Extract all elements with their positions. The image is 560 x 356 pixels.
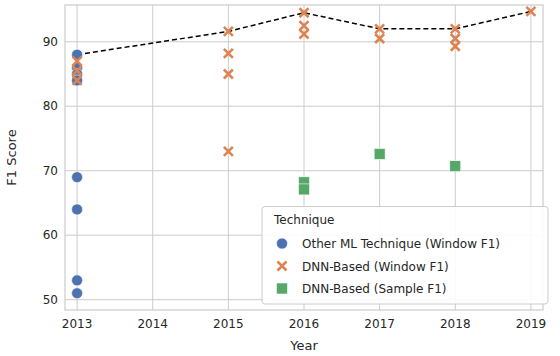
y-tick-label: 80 [43,99,58,113]
x-grid [228,5,229,310]
legend-label: DNN-Based (Sample F1) [302,282,446,296]
legend-marker [277,283,288,294]
x-axis-label: Year [289,338,318,353]
point [73,57,82,66]
point [375,24,384,33]
legend-box [262,207,548,305]
y-tick-label: 90 [43,35,58,49]
legend-label: DNN-Based (Window F1) [302,260,449,274]
legend-label: Other ML Technique (Window F1) [302,237,500,251]
point [526,7,535,16]
y-grid [65,41,543,42]
x-tick-label: 2016 [289,317,320,331]
x-tick-label: 2018 [440,317,471,331]
point [451,42,460,51]
chart: 2013 2014 2015 2016 2017 2018 2019 50 60 70 80 90 Ye… [0,0,560,356]
point [300,30,309,39]
point [72,204,83,215]
x-tick-label: 2017 [364,317,395,331]
point [72,275,83,286]
trend-line [77,11,531,54]
legend-marker [278,262,287,271]
legend-title: Technique [273,213,334,227]
point [450,161,461,172]
point [72,288,83,299]
point [300,8,309,17]
point [375,34,384,43]
y-grid [65,170,543,171]
y-grid [65,106,543,107]
point [451,24,460,33]
point [73,76,82,85]
y-tick-label: 70 [43,164,58,178]
point [224,69,233,78]
point [72,75,83,86]
y-tick-label: 50 [43,293,58,307]
background [0,0,560,356]
legend-marker [277,238,288,249]
point [299,184,310,195]
point [73,66,82,75]
x-grid [152,5,153,310]
legend: Technique Other ML Technique (Window F1) D… [262,207,548,305]
point [224,147,233,156]
x-tick-label: 2014 [137,317,168,331]
y-axis-label: F1 Score [4,129,19,185]
point [224,27,233,36]
x-tick-label: 2019 [516,317,547,331]
point [374,148,385,159]
x-tick-label: 2015 [213,317,244,331]
y-tick-label: 60 [43,228,58,242]
point [300,21,309,30]
point [72,172,83,183]
point [224,49,233,58]
x-tick-label: 2013 [62,317,93,331]
